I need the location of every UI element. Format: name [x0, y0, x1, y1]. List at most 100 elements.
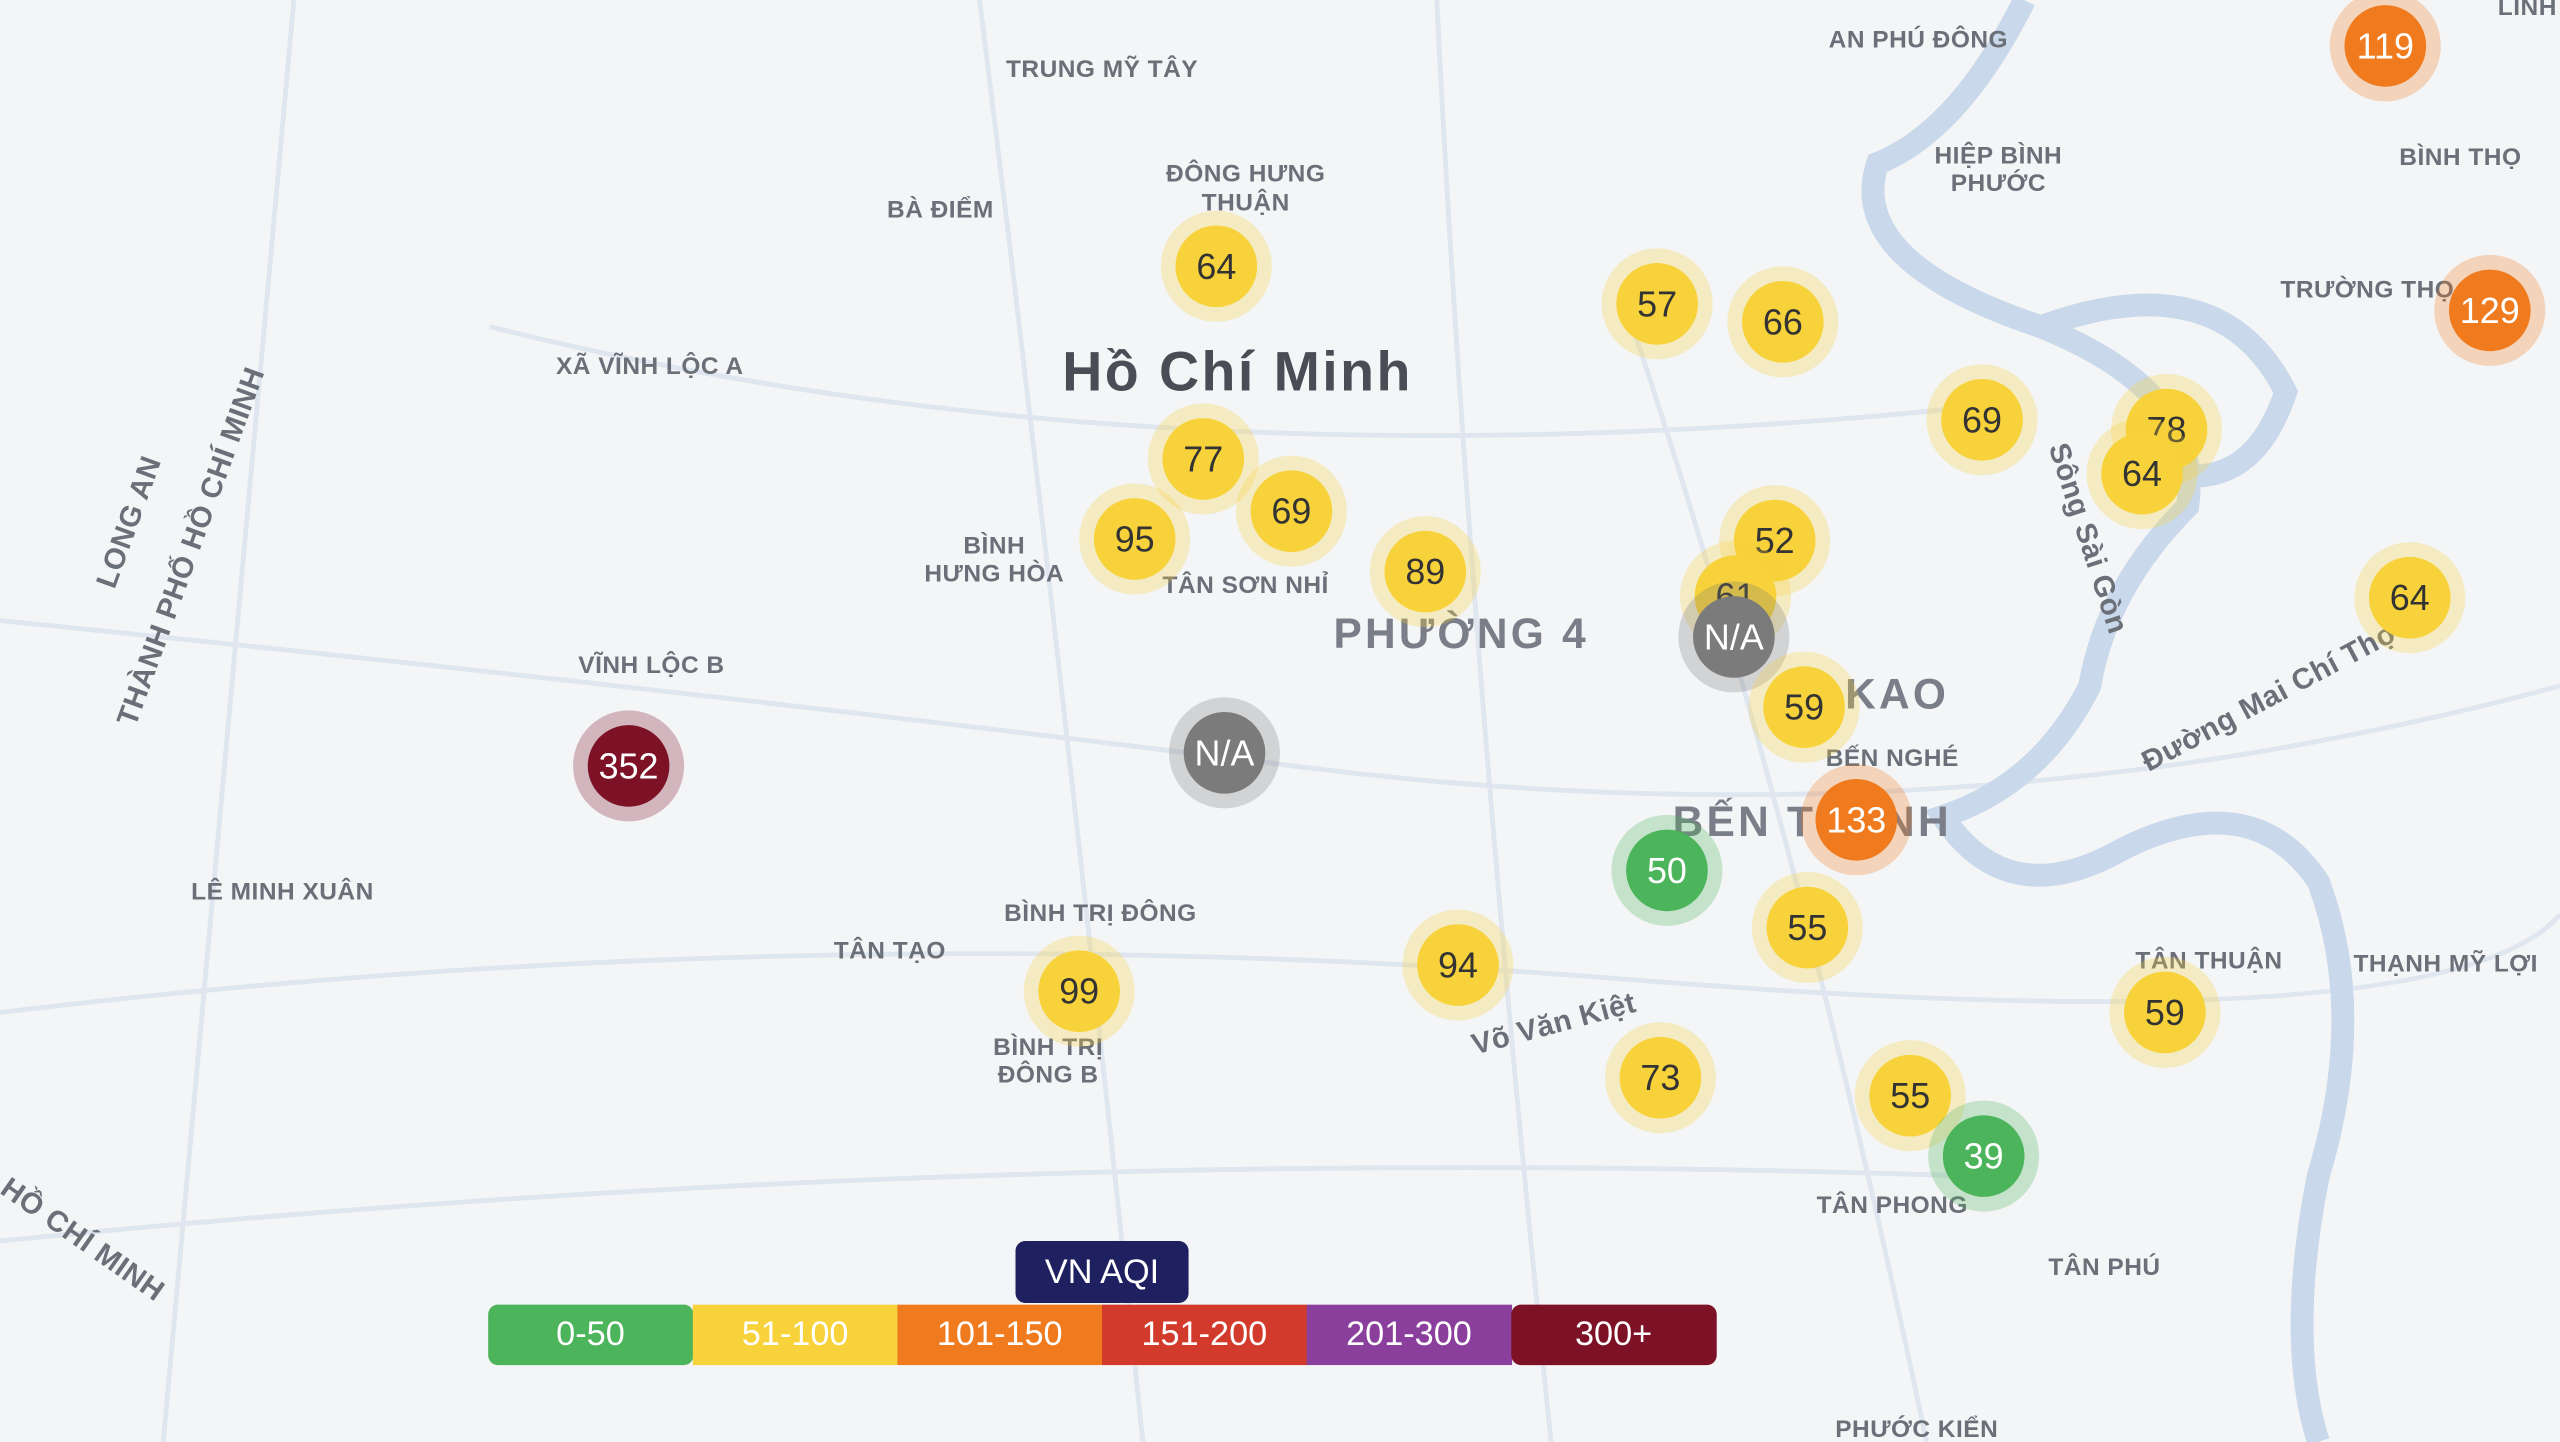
- station-dot: [1384, 530, 1467, 613]
- station-dot: [1250, 470, 1333, 553]
- station-marker: 73: [1604, 1022, 1716, 1134]
- station-value: 77: [1183, 438, 1223, 479]
- place-label: VĨNH LỘC B: [578, 651, 724, 679]
- station-dot: [2368, 556, 2451, 639]
- station-marker: N/A: [1678, 581, 1790, 693]
- station-value: 66: [1763, 301, 1803, 342]
- legend-title: VN AQI: [1045, 1253, 1159, 1291]
- place-label: KAO: [1845, 671, 1949, 718]
- station-dot: [1175, 225, 1258, 308]
- place-label: BÀ ĐIỂM: [887, 195, 994, 223]
- place-label: THUẬN: [1202, 189, 1290, 217]
- station-marker: 352: [573, 710, 685, 822]
- place-label: HIỆP BÌNH: [1935, 141, 2063, 169]
- station-value: 99: [1059, 971, 1099, 1012]
- legend-band: [1306, 1304, 1513, 1366]
- station-marker: 66: [1727, 266, 1839, 378]
- station-marker: 89: [1369, 516, 1481, 628]
- station-marker: 119: [2329, 0, 2441, 102]
- place-label: BẾN THÀNH: [1673, 798, 1952, 845]
- station-marker: 77: [1147, 403, 1259, 515]
- station-dot: [587, 725, 670, 807]
- station-marker: 64: [2086, 418, 2198, 530]
- place-label: TÂN PHÚ: [2048, 1253, 2160, 1281]
- station-value: 119: [2357, 25, 2414, 66]
- station-dot: [2124, 971, 2206, 1054]
- station-value: N/A: [1195, 732, 1255, 773]
- legend-band: [692, 1304, 899, 1366]
- place-label: BẾN NGHÉ: [1826, 744, 1959, 772]
- place-label: PHƯỚC KIỂN: [1835, 1415, 1998, 1442]
- station-dot: [1766, 886, 1849, 969]
- river: [1861, 0, 2355, 1442]
- legend-label: 0-50: [556, 1315, 625, 1353]
- legend-band: [488, 1304, 694, 1366]
- station-value: 129: [2460, 290, 2520, 331]
- station-dot: [1941, 378, 2023, 461]
- station-value: 89: [1405, 551, 1445, 592]
- station-dot: [1616, 263, 1698, 345]
- legend-label: 101-150: [937, 1315, 1063, 1353]
- station-value: 64: [2390, 577, 2430, 618]
- station-value: 55: [1890, 1075, 1930, 1116]
- station-dot: [1693, 596, 1775, 678]
- station-dot: [2101, 432, 2183, 515]
- station-dot: [1038, 950, 1120, 1033]
- legend-label: 201-300: [1346, 1315, 1472, 1353]
- station-marker: 64: [1160, 210, 1272, 322]
- station-value: 50: [1647, 850, 1687, 891]
- station-dot: [1763, 666, 1845, 748]
- station-marker: 50: [1611, 814, 1723, 926]
- station-value: 64: [1196, 246, 1236, 287]
- station-marker: 57: [1601, 248, 1713, 360]
- place-label: LINH: [2498, 0, 2557, 21]
- place-label: PHƯỜNG 4: [1333, 609, 1589, 657]
- station-dot: [1162, 418, 1245, 500]
- place-label: HƯNG HÒA: [924, 559, 1064, 587]
- place-label: TÂN THUẬN: [2135, 946, 2282, 974]
- place-label: LÊ MINH XUÂN: [191, 878, 374, 906]
- station-dot: [1093, 498, 1176, 580]
- station-value: 59: [2145, 992, 2185, 1033]
- station-value: 55: [1787, 907, 1827, 948]
- place-label: BÌNH: [963, 532, 1025, 560]
- station-dot: [1417, 924, 1499, 1006]
- station-dot: [2448, 269, 2531, 352]
- legend-band: [1511, 1304, 1717, 1366]
- station-marker: 64: [2354, 542, 2466, 654]
- station-marker: 59: [2109, 956, 2221, 1068]
- place-label: BÌNH THỌ: [2399, 143, 2521, 171]
- station-marker: 59: [1748, 651, 1860, 763]
- station-marker: 69: [1926, 364, 2038, 476]
- place-label: ĐÔNG B: [998, 1061, 1099, 1089]
- station-marker: 69: [1235, 455, 1347, 567]
- place-label: ĐÔNG HƯNG: [1166, 159, 1325, 187]
- place-label: TÂN TẠO: [834, 936, 946, 964]
- station-marker: 55: [1751, 872, 1863, 984]
- place-label: TRƯỜNG THỌ: [2280, 275, 2454, 303]
- station-marker: 55: [1854, 1040, 1966, 1152]
- station-marker: 39: [1928, 1100, 2040, 1212]
- place-label: TÂN PHONG: [1817, 1191, 1968, 1219]
- place-label: PHƯỚC: [1951, 169, 2046, 197]
- station-dot: [1942, 1115, 2025, 1197]
- station-dot: [1815, 778, 1898, 861]
- legend-title-box: [1015, 1241, 1189, 1304]
- station-marker: 95: [1079, 483, 1191, 595]
- station-value: 64: [2122, 453, 2162, 494]
- legend-label: 151-200: [1141, 1315, 1267, 1353]
- station-value: 69: [1271, 491, 1311, 532]
- place-label: TÂN SƠN NHỈ: [1163, 570, 1329, 599]
- station-marker: 133: [1800, 764, 1912, 876]
- station-marker: N/A: [1168, 697, 1280, 809]
- place-label: Hồ Chí Minh: [1062, 340, 1413, 402]
- legend-band: [1102, 1304, 1308, 1366]
- station-dot: [2344, 5, 2427, 87]
- station-value: 69: [1962, 399, 2002, 440]
- station-dot: [1626, 829, 1708, 912]
- station-value: 133: [1826, 799, 1886, 840]
